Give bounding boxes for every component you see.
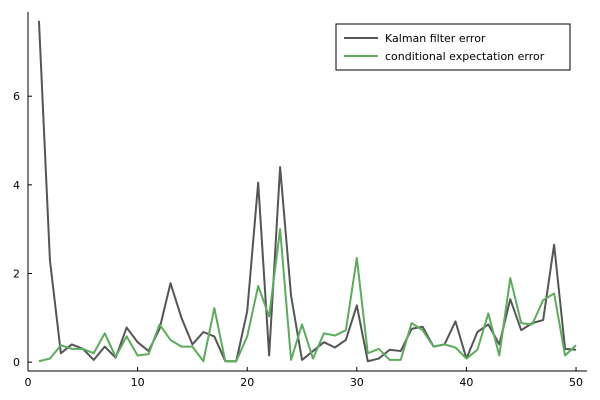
axis-ticks: 0 10 20 30 40 50 0 2 4 6 [13, 90, 583, 389]
legend-label-conditional: conditional expectation error [385, 50, 545, 63]
legend-box [335, 23, 571, 71]
legend-label-kalman: Kalman filter error [385, 32, 486, 45]
x-tick-label: 40 [459, 376, 473, 389]
x-tick-label: 10 [131, 376, 145, 389]
x-tick-label: 30 [350, 376, 364, 389]
chart-axes [27, 12, 587, 372]
y-tick-label: 2 [13, 267, 20, 280]
x-tick-label: 0 [25, 376, 32, 389]
y-tick-label: 0 [13, 356, 20, 369]
x-tick-label: 50 [569, 376, 583, 389]
series-line-conditional [38, 228, 577, 363]
series-line-kalman [37, 20, 577, 363]
y-tick-label: 6 [13, 90, 20, 103]
y-tick-label: 4 [13, 179, 20, 192]
series-layer [37, 20, 577, 363]
x-tick-label: 20 [240, 376, 254, 389]
chart-legend: Kalman filter error conditional expectat… [335, 23, 571, 71]
